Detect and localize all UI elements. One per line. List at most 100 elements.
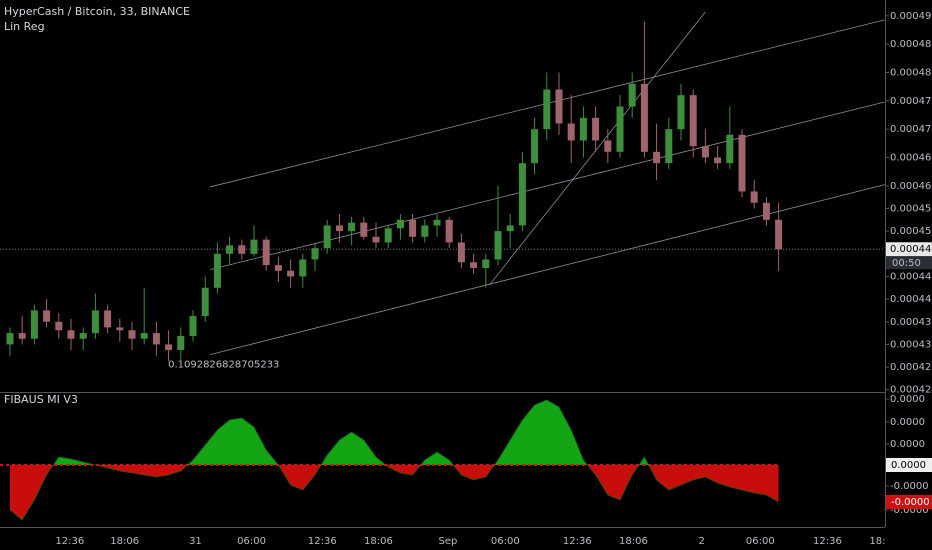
candle-body	[250, 239, 258, 254]
candle-body	[360, 222, 368, 237]
y-tick-label: 0.0000	[890, 439, 925, 450]
y-tick-label: 0.0004560	[890, 203, 932, 214]
candle-body	[213, 253, 221, 288]
y-tick-label: 0.0004240	[890, 385, 932, 396]
candle-body	[762, 202, 770, 220]
candle-body	[506, 225, 514, 232]
x-tick-label: 12:36	[55, 536, 84, 547]
candle-body	[421, 225, 429, 237]
x-tick-label: 18:06	[110, 536, 139, 547]
candle-body	[665, 129, 673, 164]
candle-body	[433, 219, 441, 226]
last-price-label: 0.0004488	[890, 244, 932, 255]
candle-body	[116, 327, 124, 331]
candle-body	[226, 245, 234, 254]
candle-body	[311, 248, 319, 260]
regression-line	[489, 11, 706, 286]
candle-body	[677, 95, 685, 130]
candle-body	[104, 310, 112, 328]
candle-body	[6, 333, 14, 345]
area-outline	[9, 399, 779, 521]
oscillator-panel	[0, 399, 779, 521]
y-tick-label: 0.0004700	[890, 124, 932, 135]
y-tick-label: 0.0004600	[890, 181, 932, 192]
candle-body	[91, 310, 99, 334]
candle-body	[238, 245, 246, 254]
x-tick-label: 06:00	[237, 536, 266, 547]
candle-body	[701, 146, 709, 158]
candle-body	[274, 265, 282, 271]
last-price-box	[886, 242, 932, 257]
candle-body	[653, 151, 661, 164]
x-tick-label: 2	[699, 536, 705, 547]
candle-body	[262, 239, 270, 266]
candle-body	[128, 330, 136, 339]
candle-body	[43, 310, 51, 322]
x-tick-label: 06:00	[491, 536, 520, 547]
candle-body	[775, 219, 783, 250]
value-marker-box	[886, 495, 932, 509]
candle-body	[79, 333, 87, 339]
candle-body	[372, 236, 380, 243]
y-tick-label: 0.0000	[890, 394, 925, 405]
candle-body	[543, 89, 551, 130]
countdown-box	[886, 256, 932, 270]
candle-body	[396, 219, 404, 229]
candle-body	[470, 262, 478, 268]
candle-body	[579, 117, 587, 141]
candle-body	[30, 310, 38, 339]
candle-body	[616, 106, 624, 152]
candle-body	[689, 95, 697, 147]
candle-body	[628, 83, 636, 107]
candle-body	[640, 83, 648, 152]
value-marker-label: -0.0000	[891, 497, 930, 508]
x-tick-label: 18:	[869, 536, 885, 547]
candle-body	[750, 191, 758, 203]
candle-body	[177, 335, 185, 351]
candle-body	[457, 242, 465, 263]
axes: 0.0004900 0.0004850 0.0004800 0.0004750 0.00…	[55, 11, 932, 547]
candle-body	[67, 330, 75, 339]
oscillator-title: FIBAUS MI V3	[4, 393, 78, 406]
candle-body	[531, 129, 539, 164]
area-negative	[10, 465, 779, 520]
candle-body	[592, 117, 600, 141]
candle-body	[714, 157, 722, 164]
y-tick-label: 0.0004850	[890, 39, 932, 50]
value-marker-label: 0.0000	[891, 460, 926, 471]
candle-body	[55, 321, 63, 331]
y-tick-label: 0.0004440	[890, 271, 932, 282]
candle-body	[518, 163, 526, 226]
y-tick-label: 0.0004320	[890, 339, 932, 350]
candle-body	[348, 222, 356, 232]
x-tick-label: 12:36	[563, 536, 592, 547]
regression-annotation: 0.1092826828705233	[168, 360, 279, 371]
candle-body	[165, 344, 173, 351]
y-tick-label: 0.0004800	[890, 68, 932, 79]
y-tick-label: 0.0004520	[890, 226, 932, 237]
candle-body	[445, 219, 453, 243]
candle-body	[189, 316, 197, 336]
countdown-label: 00:50	[892, 258, 921, 269]
x-tick-label: 18:06	[364, 536, 393, 547]
candle-body	[152, 333, 160, 345]
y-tick-label: 0.0004900	[890, 11, 932, 22]
candle-body	[604, 140, 612, 152]
candle-body	[201, 287, 209, 317]
candle-body	[287, 270, 295, 277]
x-tick-label: 12:36	[813, 536, 842, 547]
x-tick-label: 31	[189, 536, 202, 547]
candle-body	[567, 123, 575, 141]
candle-body	[494, 231, 502, 260]
x-tick-label: 18:06	[619, 536, 648, 547]
candle-body	[140, 333, 148, 339]
y-tick-label: 0.0004280	[890, 362, 932, 373]
value-marker-box	[886, 458, 932, 472]
y-tick-label: 0.0004650	[890, 152, 932, 163]
y-tick-label: 0.0004360	[890, 317, 932, 328]
y-tick-label: 0.0000	[890, 417, 925, 428]
candle-body	[555, 89, 563, 124]
